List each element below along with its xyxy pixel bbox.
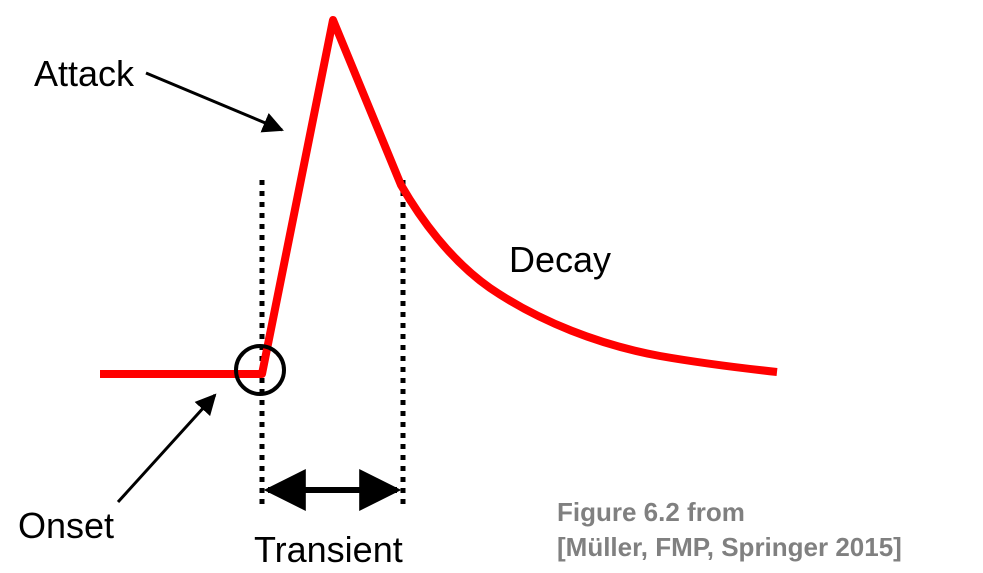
decay-label: Decay — [509, 239, 611, 280]
figure-caption-line2: [Müller, FMP, Springer 2015] — [557, 532, 902, 562]
transient-label: Transient — [254, 529, 403, 570]
attack-label: Attack — [34, 53, 135, 94]
attack-arrow — [145, 71, 284, 133]
onset-arrow — [116, 393, 217, 504]
onset-circle — [234, 344, 286, 396]
envelope-curve — [100, 16, 778, 378]
onset-label: Onset — [18, 505, 114, 546]
figure-caption-line1: Figure 6.2 from — [557, 497, 745, 527]
